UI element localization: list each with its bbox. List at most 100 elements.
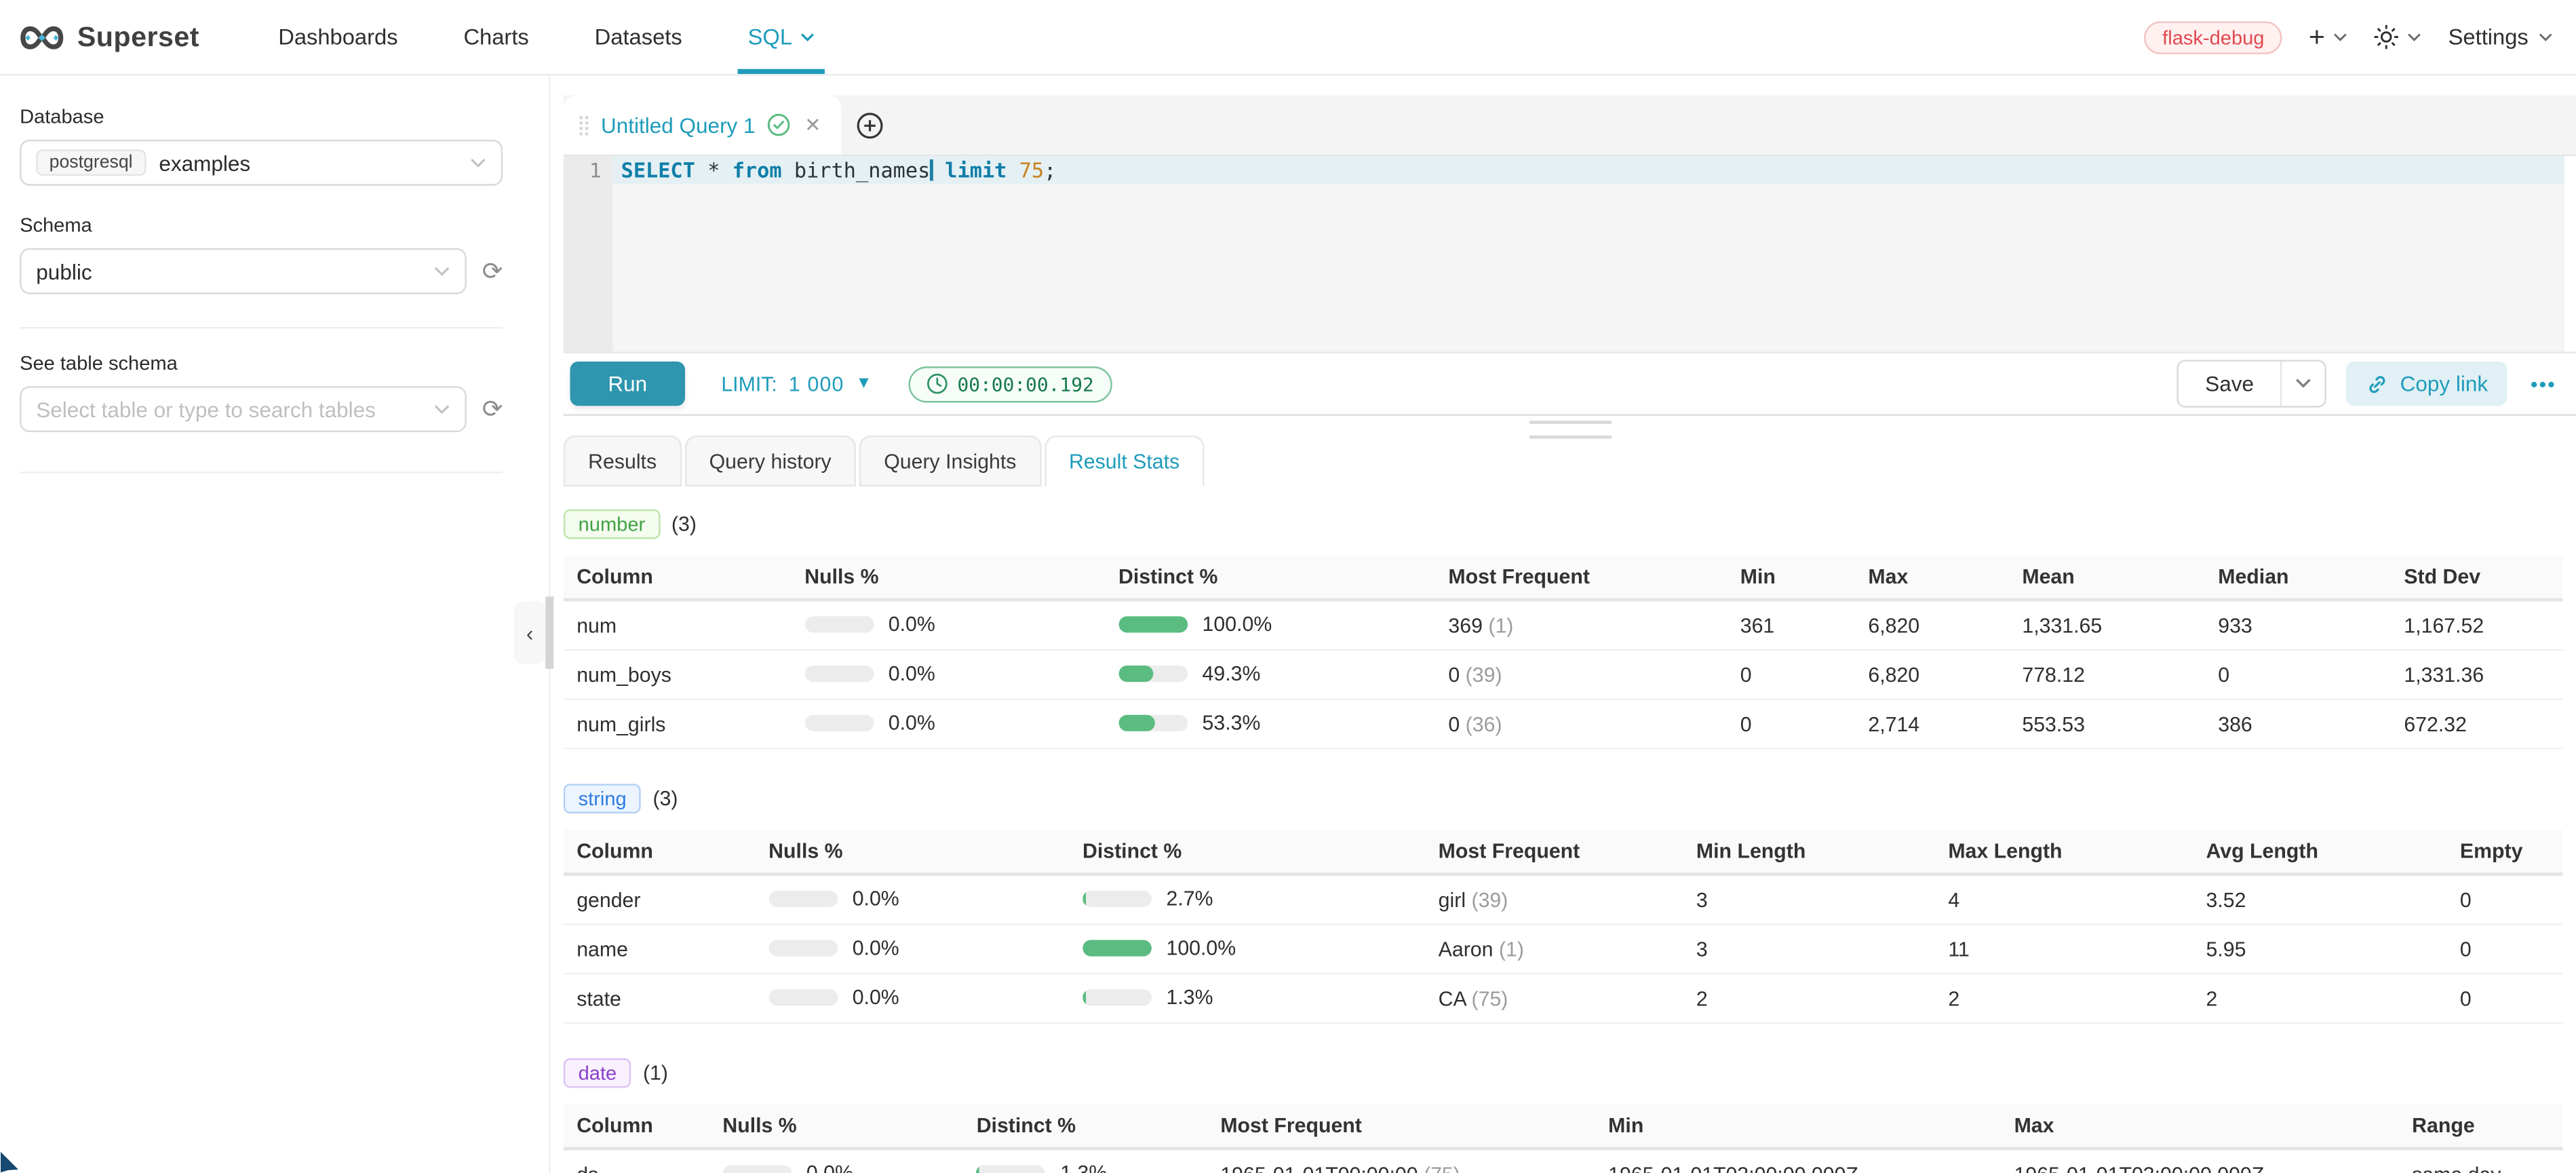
refresh-tables-icon[interactable]: ⟳ <box>482 395 503 423</box>
database-value: examples <box>159 150 251 175</box>
percent-bar <box>1118 616 1188 633</box>
table-cell: 3 <box>1683 924 1935 975</box>
settings-menu[interactable]: Settings <box>2448 24 2553 50</box>
active-line-highlight <box>612 156 2576 185</box>
new-query-tab-button[interactable] <box>841 95 900 154</box>
save-button[interactable]: Save <box>2205 371 2255 396</box>
close-tab-icon[interactable]: ✕ <box>804 113 821 137</box>
code-token: SELECT <box>621 157 695 182</box>
table-cell: 1,331.36 <box>2390 649 2563 700</box>
code-token <box>933 158 945 182</box>
collapse-sidebar-button[interactable]: ‹ <box>514 601 546 664</box>
nav-menu: Dashboards Charts Datasets SQL <box>246 0 848 74</box>
table-cell: 11 <box>1934 924 2193 975</box>
table-cell: 1965-01-01T03:00:00.000Z <box>2001 1149 2399 1173</box>
sidebar-divider <box>20 472 503 474</box>
table-cell: 49.3% <box>1105 649 1436 700</box>
table-cell: 100.0% <box>1105 600 1436 651</box>
page-body: Database postgresql examples Schema publ… <box>0 75 2576 1173</box>
column-header-avg-length: Avg Length <box>2193 830 2447 877</box>
table-cell: 0.0% <box>755 874 1070 925</box>
column-header-distinct-: Distinct % <box>1105 555 1436 602</box>
column-header-min: Min <box>1727 555 1856 602</box>
nav-item-charts[interactable]: Charts <box>463 24 529 50</box>
table-cell: 2 <box>1683 974 1935 1024</box>
clock-icon <box>926 373 948 394</box>
sql-code-line: SELECT * from birth_names limit 75; <box>612 156 2576 184</box>
chevron-down-icon <box>470 148 486 178</box>
table-cell: 933 <box>2204 600 2391 651</box>
drag-handle-icon[interactable]: ⣿ <box>577 113 591 137</box>
table-cell: 2.7% <box>1069 874 1426 925</box>
table-cell: state <box>563 974 756 1024</box>
nav-item-dashboards[interactable]: Dashboards <box>278 24 398 50</box>
settings-label: Settings <box>2448 24 2529 50</box>
table-cell: 6,820 <box>1855 649 2009 700</box>
table-cell: 0 <box>2204 649 2391 700</box>
limit-dropdown[interactable]: LIMIT: 1 000 ▼ <box>721 372 872 396</box>
column-header-column: Column <box>563 1104 709 1151</box>
database-select[interactable]: postgresql examples <box>20 139 503 186</box>
splitter-grip[interactable] <box>545 596 554 669</box>
percent-bar <box>1082 940 1152 957</box>
editor-scrollbar-track[interactable] <box>2564 156 2576 352</box>
run-button[interactable]: Run <box>570 361 686 406</box>
environment-badge: flask-debug <box>2144 20 2283 54</box>
sql-editor-panel: ⣿ Untitled Query 1 ✕ <box>563 75 2576 1173</box>
percent-bar <box>1118 714 1188 731</box>
table-select[interactable]: Select table or type to search tables <box>20 386 467 433</box>
results-tabbar: Results Query history Query Insights Result… <box>563 435 2576 486</box>
schema-select[interactable]: public <box>20 248 467 294</box>
copy-link-button[interactable]: Copy link <box>2345 361 2508 406</box>
superset-logo[interactable]: Superset <box>20 0 199 74</box>
table-select-placeholder: Select table or type to search tables <box>36 396 376 422</box>
column-header-std-dev: Std Dev <box>2390 555 2563 602</box>
schema-value: public <box>36 258 92 284</box>
query-tab-title: Untitled Query 1 <box>601 112 756 138</box>
new-item-button[interactable]: + <box>2309 23 2348 51</box>
table-row: gender 0.0% 2.7% girl (39) 3 4 3.52 0 <box>563 874 2563 925</box>
column-header-column: Column <box>563 555 792 602</box>
tab-query-history[interactable]: Query history <box>684 435 857 486</box>
table-cell: 672.32 <box>2390 699 2563 750</box>
tab-result-stats[interactable]: Result Stats <box>1044 435 1205 486</box>
table-header-row: Column Nulls % Distinct % Most Frequent Min M… <box>563 555 2563 602</box>
table-cell: 3.52 <box>2193 874 2447 925</box>
table-header-row: Column Nulls % Distinct % Most Frequent Min … <box>563 830 2563 877</box>
chevron-down-icon <box>434 394 450 424</box>
table-cell: name <box>563 924 756 975</box>
table-cell: 778.12 <box>2008 649 2205 700</box>
percent-bar <box>804 665 874 682</box>
copy-link-label: Copy link <box>2400 371 2489 396</box>
nav-item-datasets[interactable]: Datasets <box>594 24 682 50</box>
query-tab[interactable]: ⣿ Untitled Query 1 ✕ <box>563 95 841 155</box>
column-header-min: Min <box>1595 1104 2002 1151</box>
sun-icon <box>2374 24 2399 50</box>
column-header-nulls-: Nulls % <box>709 1104 964 1151</box>
percent-bar <box>804 616 874 633</box>
percent-bar <box>768 890 838 908</box>
nav-item-sql[interactable]: SQL <box>715 0 848 74</box>
editor-code-area[interactable]: SELECT * from birth_names limit 75; <box>612 156 2576 351</box>
save-options-caret[interactable] <box>2280 361 2324 406</box>
column-count: (3) <box>671 512 697 536</box>
code-token: * <box>707 157 720 182</box>
table-cell: 369 (1) <box>1435 600 1728 651</box>
results-splitter-grip[interactable] <box>1528 421 1611 439</box>
percent-bar <box>722 1165 792 1173</box>
more-actions-button[interactable]: ••• <box>2531 372 2556 396</box>
sql-code-editor[interactable]: 1 SELECT * from birth_names limit 75; <box>563 156 2576 353</box>
number-stats-table: Column Nulls % Distinct % Most Frequent Min M… <box>563 555 2563 750</box>
theme-toggle-button[interactable] <box>2374 24 2422 50</box>
table-cell: 1965-01-01T00:00:00 (75) <box>1207 1149 1595 1173</box>
refresh-schemas-icon[interactable]: ⟳ <box>482 257 503 286</box>
tab-query-insights[interactable]: Query Insights <box>859 435 1041 486</box>
chevron-down-icon <box>2407 32 2422 42</box>
column-header-most-frequent: Most Frequent <box>1435 555 1728 602</box>
code-token: ; <box>1044 157 1057 182</box>
tab-results[interactable]: Results <box>563 435 682 486</box>
stats-section-date: date (1) Column Nulls % Distinct % Most Frequ… <box>563 1058 2563 1173</box>
table-cell: num <box>563 600 792 651</box>
result-stats-content: number (3) Column Nulls % Distinct % Most Fre… <box>563 486 2576 1173</box>
